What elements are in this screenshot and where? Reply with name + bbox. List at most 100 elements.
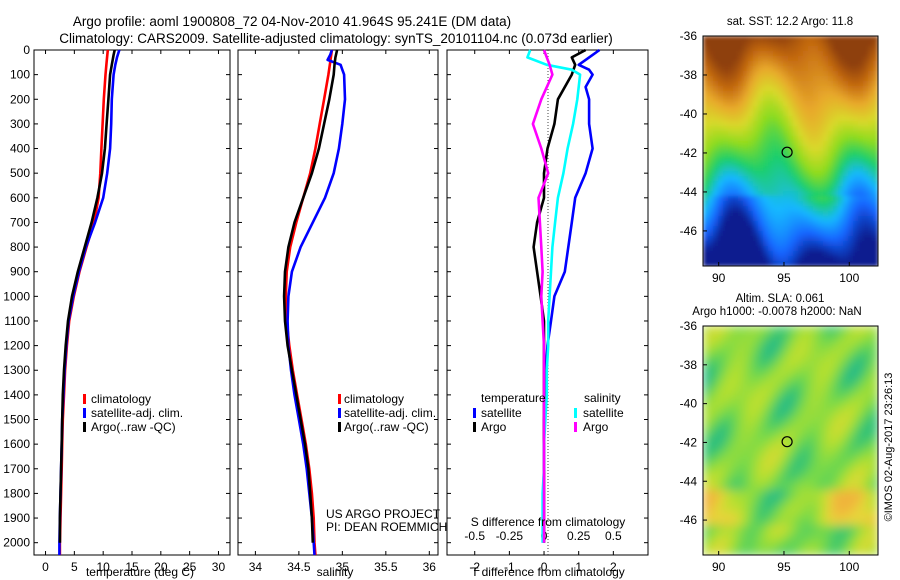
heatmap-cell xyxy=(823,231,829,237)
heatmap-cell xyxy=(798,525,804,531)
heatmap-cell xyxy=(738,221,744,227)
heatmap-cell xyxy=(768,161,774,167)
heatmap-cell xyxy=(873,231,878,237)
heatmap-cell xyxy=(803,61,809,67)
heatmap-cell xyxy=(758,445,764,452)
heatmap-cell xyxy=(773,540,779,546)
heatmap-cell xyxy=(873,256,878,262)
heatmap-cell xyxy=(798,485,804,491)
heatmap-cell xyxy=(778,355,784,362)
heatmap-cell xyxy=(753,171,759,177)
heatmap-cell xyxy=(863,161,869,167)
heatmap-cell xyxy=(733,475,739,481)
heatmap-cell xyxy=(863,465,869,471)
temperature-axes-frame xyxy=(33,49,231,556)
heatmap-cell xyxy=(833,445,839,452)
heatmap-cell xyxy=(728,201,734,207)
heatmap-cell xyxy=(858,191,864,197)
heatmap-cell xyxy=(718,440,724,447)
heatmap-cell xyxy=(858,505,864,511)
heatmap-cell xyxy=(758,66,764,72)
heatmap-cell xyxy=(763,370,769,377)
heatmap-cell xyxy=(838,340,844,347)
heatmap-cell xyxy=(868,216,874,222)
heatmap-cell xyxy=(718,206,724,212)
heatmap-cell xyxy=(818,126,824,132)
heatmap-cell xyxy=(793,86,799,92)
heatmap-cell xyxy=(843,530,849,536)
heatmap-cell xyxy=(863,86,869,92)
heatmap-cell xyxy=(823,460,829,466)
heatmap-cell xyxy=(783,176,789,182)
heatmap-cell xyxy=(828,201,834,207)
heatmap-cell xyxy=(728,326,734,332)
heatmap-cell xyxy=(808,400,814,407)
heatmap-cell xyxy=(853,151,859,157)
heatmap-cell xyxy=(828,485,834,491)
heatmap-cell xyxy=(753,435,759,442)
heatmap-cell xyxy=(803,156,809,162)
heatmap-cell xyxy=(723,56,729,62)
heatmap-cell xyxy=(713,46,719,52)
heatmap-cell xyxy=(703,246,709,252)
heatmap-cell xyxy=(803,231,809,237)
y-tick-label: 600 xyxy=(10,191,30,205)
heatmap-cell xyxy=(793,186,799,192)
heatmap-cell xyxy=(788,515,794,521)
heatmap-cell xyxy=(843,86,849,92)
heatmap-cell xyxy=(788,345,794,352)
heatmap-cell xyxy=(793,500,799,506)
heatmap-cell xyxy=(818,156,824,162)
heatmap-cell xyxy=(813,141,819,147)
heatmap-cell xyxy=(823,355,829,362)
heatmap-cell xyxy=(858,430,864,437)
heatmap-cell xyxy=(833,485,839,491)
heatmap-cell xyxy=(713,415,719,422)
heatmap-cell xyxy=(858,390,864,397)
heatmap-cell xyxy=(848,326,854,332)
heatmap-cell xyxy=(723,440,729,447)
heatmap-cell xyxy=(873,430,878,437)
heatmap-cell xyxy=(728,500,734,506)
heatmap-cell xyxy=(793,430,799,437)
heatmap-cell xyxy=(733,380,739,387)
heatmap-cell xyxy=(758,350,764,357)
heatmap-cell xyxy=(778,86,784,92)
heatmap-cell xyxy=(828,121,834,127)
heatmap-cell xyxy=(763,76,769,82)
heatmap-cell xyxy=(763,390,769,397)
heatmap-cell xyxy=(833,430,839,437)
heatmap-cell xyxy=(783,201,789,207)
heatmap-cell xyxy=(848,111,854,117)
heatmap-cell xyxy=(738,126,744,132)
heatmap-cell xyxy=(723,146,729,152)
heatmap-cell xyxy=(733,515,739,521)
heatmap-cell xyxy=(778,261,784,266)
heatmap-cell xyxy=(793,236,799,242)
heatmap-cell xyxy=(798,405,804,412)
heatmap-cell xyxy=(743,236,749,242)
heatmap-cell xyxy=(708,96,714,102)
heatmap-cell xyxy=(838,470,844,476)
heatmap-cell xyxy=(778,236,784,242)
heatmap-cell xyxy=(723,91,729,97)
heatmap-cell xyxy=(763,326,769,332)
heatmap-cell xyxy=(873,186,878,192)
heatmap-cell xyxy=(833,221,839,227)
heatmap-cell xyxy=(708,430,714,437)
heatmap-cell xyxy=(763,136,769,142)
heatmap-cell xyxy=(778,326,784,332)
heatmap-cell xyxy=(813,375,819,382)
heatmap-cell xyxy=(718,66,724,72)
heatmap-cell xyxy=(853,106,859,112)
heatmap-cell xyxy=(733,520,739,526)
heatmap-cell xyxy=(748,330,754,337)
heatmap-cell xyxy=(838,360,844,367)
heatmap-cell xyxy=(823,326,829,332)
heatmap-cell xyxy=(858,196,864,202)
heatmap-cell xyxy=(738,256,744,262)
heatmap-cell xyxy=(713,505,719,511)
heatmap-cell xyxy=(773,390,779,397)
heatmap-cell xyxy=(753,460,759,466)
heatmap-cell xyxy=(718,231,724,237)
